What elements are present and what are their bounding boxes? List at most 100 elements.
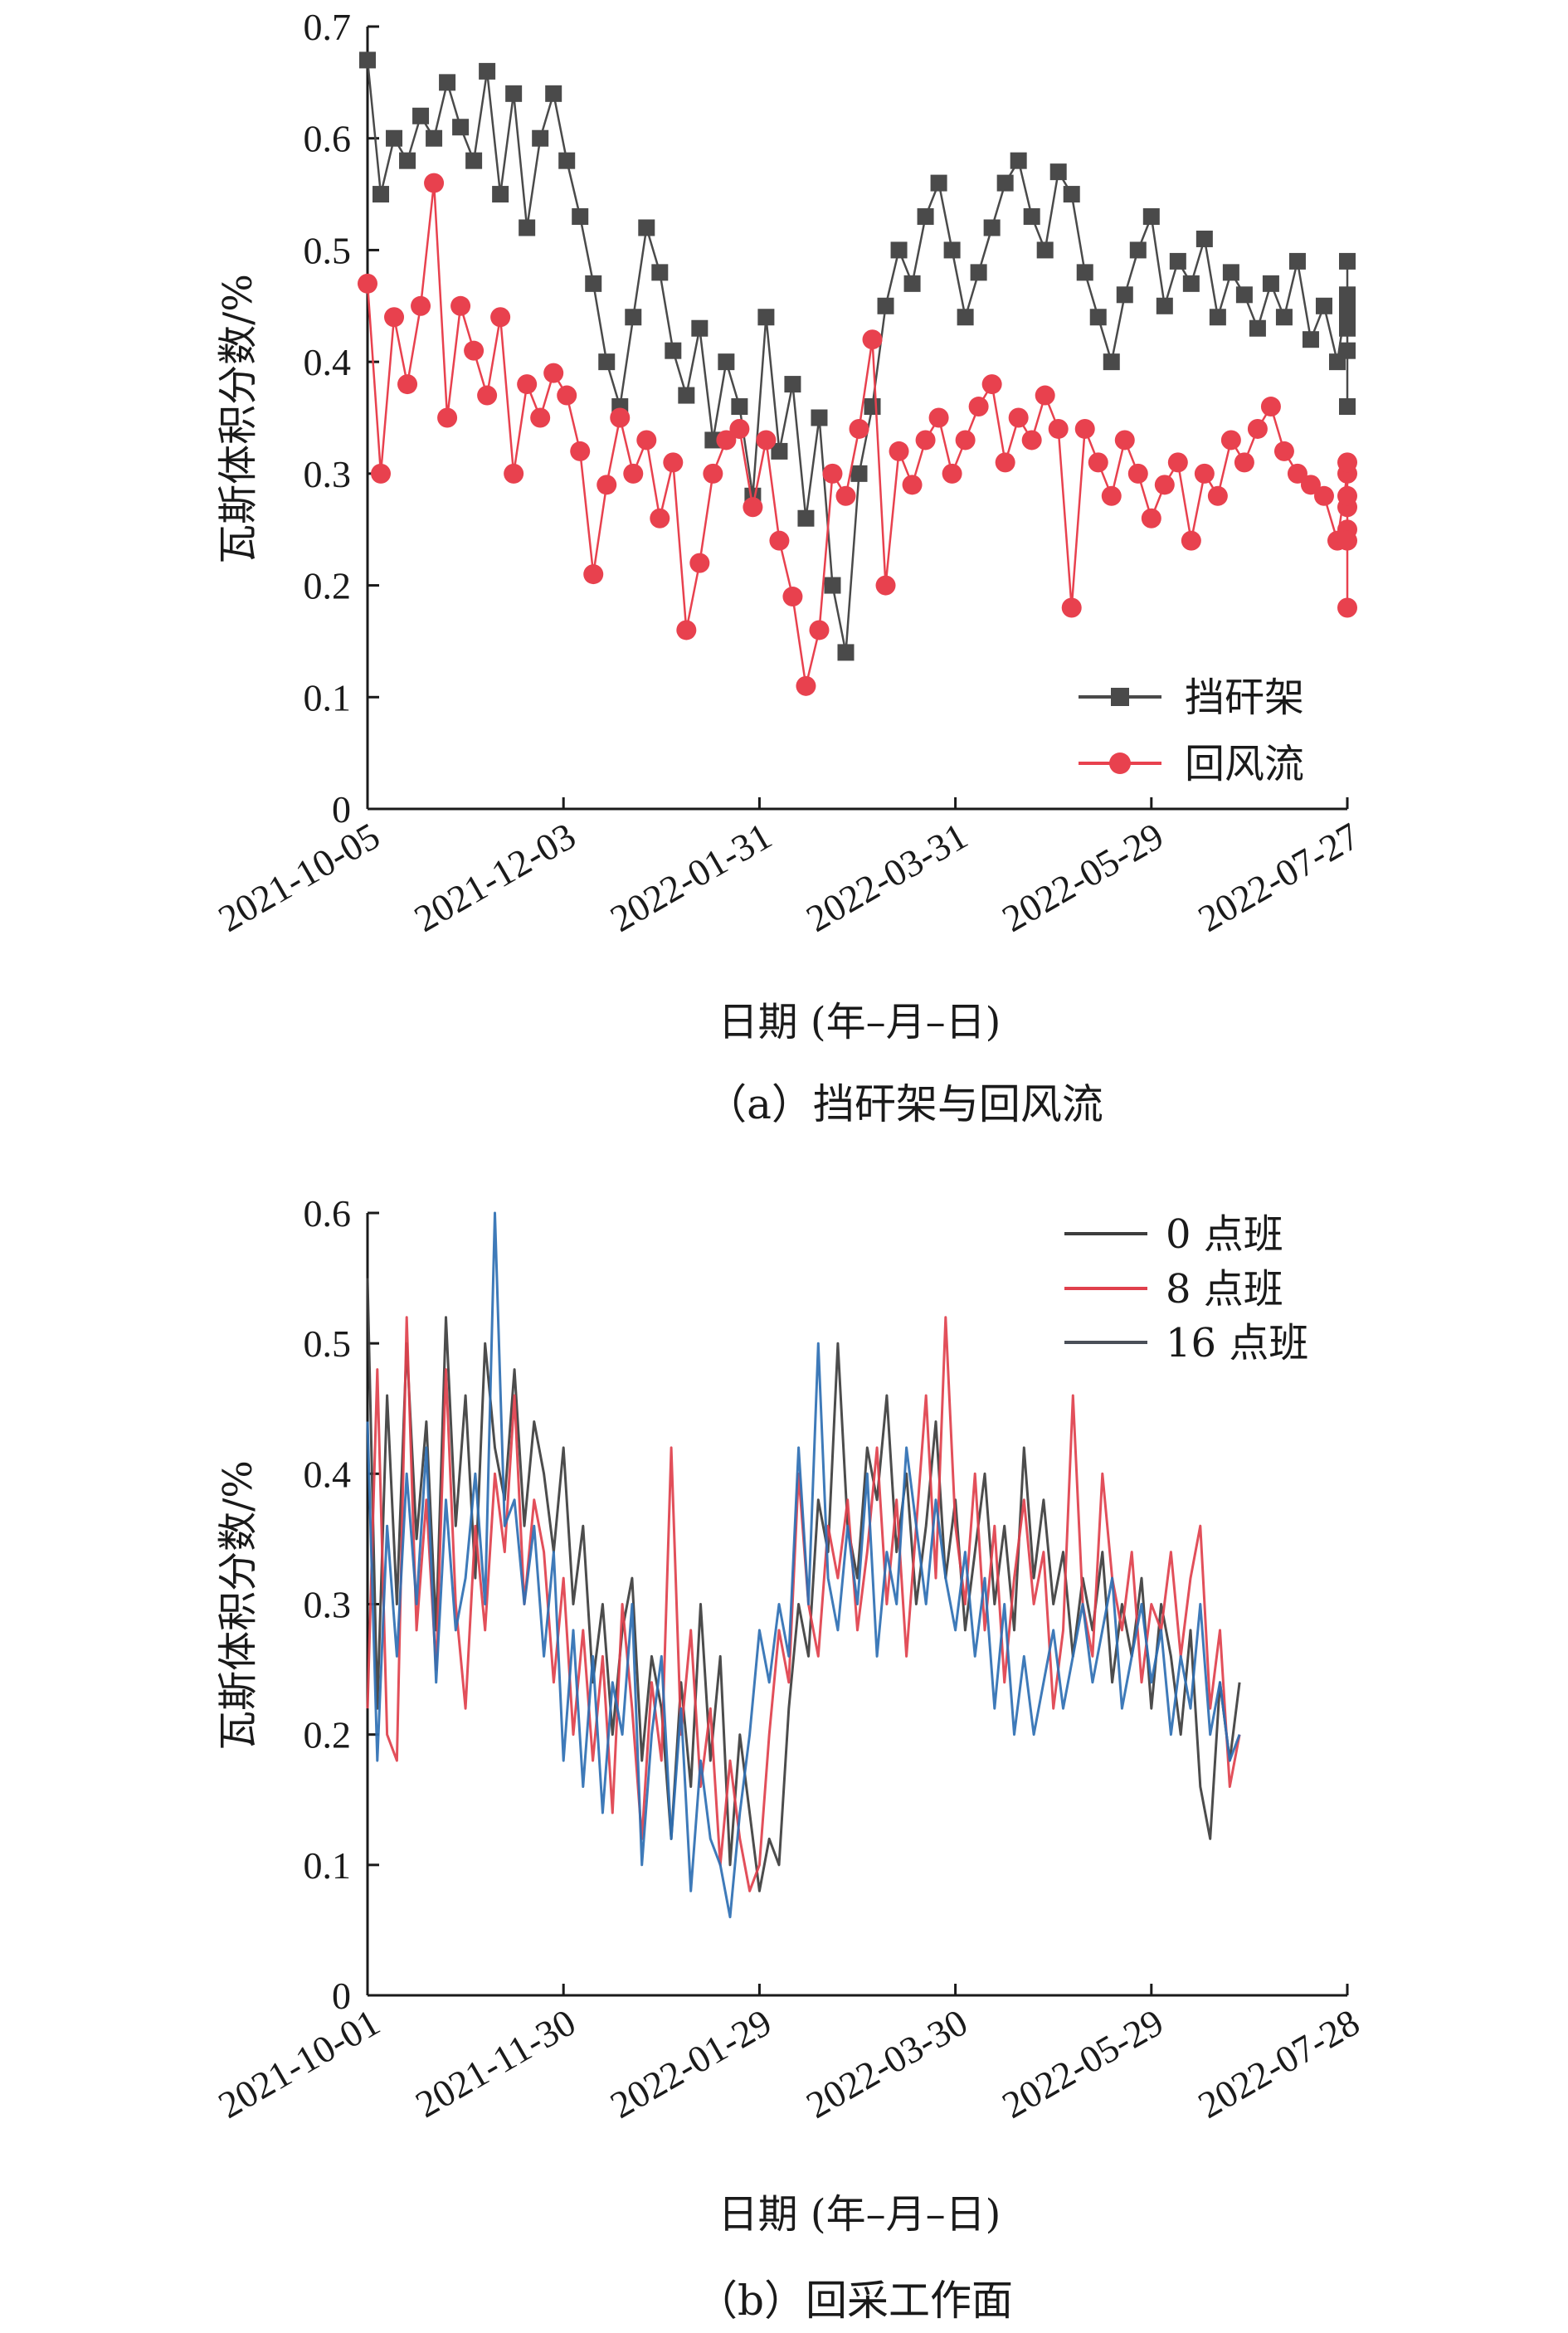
data-point-circle [411, 295, 431, 316]
data-point-square [957, 309, 974, 326]
data-point-circle [437, 407, 458, 428]
y-tick-label: 0.1 [304, 676, 352, 718]
data-point-square [492, 186, 509, 203]
data-point-circle [1337, 485, 1357, 506]
data-point-circle [756, 430, 777, 451]
data-point-square [1063, 186, 1080, 203]
data-point-square [1339, 342, 1356, 359]
data-point-circle [703, 463, 723, 484]
y-tick-label: 0.4 [304, 341, 352, 383]
y-tick-label: 0 [332, 788, 351, 830]
y-tick-label: 0.4 [304, 1453, 352, 1495]
data-point-circle [902, 475, 923, 495]
data-point-square [1209, 309, 1226, 326]
data-point-square [983, 219, 1001, 236]
data-point-square [1315, 297, 1332, 314]
data-point-square [412, 107, 430, 124]
data-point-square [479, 62, 496, 80]
data-point-circle [743, 497, 763, 518]
data-point-circle [1287, 463, 1307, 484]
data-point-square [1156, 297, 1173, 314]
y-tick-label: 0.3 [304, 453, 352, 495]
legend-entry-16-shift: 16 点班 [1064, 1320, 1308, 1366]
data-point-circle [1101, 485, 1122, 506]
data-point-square [439, 74, 456, 91]
data-point-circle [995, 452, 1015, 473]
x-tick-label: 2021-10-01 [212, 2000, 387, 2126]
y-tick-label: 0.1 [304, 1844, 352, 1887]
y-tick-label: 0.6 [304, 118, 352, 160]
data-point-circle [689, 553, 710, 573]
legend-marker-huifengliu [1109, 753, 1131, 774]
data-point-square [1076, 264, 1093, 281]
data-point-square [373, 186, 390, 203]
data-point-circle [716, 430, 737, 451]
data-point-circle [1035, 385, 1055, 406]
legend-entry-huifengliu: 回风流 [1079, 741, 1304, 787]
data-point-square [890, 241, 908, 259]
data-point-square [877, 297, 894, 314]
data-point-square [1142, 208, 1160, 226]
data-point-circle [530, 407, 551, 428]
data-point-circle [862, 329, 883, 350]
data-point-circle [504, 463, 524, 484]
data-point-circle [875, 575, 896, 596]
data-point-circle [623, 463, 644, 484]
data-point-square [1288, 252, 1306, 270]
data-point-square [1116, 286, 1133, 304]
data-point-circle [371, 463, 392, 484]
legend-marker-dangganjia [1111, 688, 1129, 706]
data-point-circle [1127, 463, 1148, 484]
data-point-square [757, 309, 775, 326]
legend-entry-dangganjia: 挡矸架 [1079, 675, 1304, 721]
chart-a-caption: （a）挡矸架与回风流 [705, 1080, 1103, 1128]
data-point-square [399, 152, 416, 169]
chart-a: 0 0.1 0.2 0.3 0.4 0.5 0.6 0.7 2021-10-05 2021-12… [212, 6, 1366, 1128]
data-point-square [386, 129, 403, 147]
data-point-square [1023, 208, 1040, 226]
data-point-square [678, 387, 695, 404]
data-point-circle [358, 273, 377, 294]
data-point-circle [610, 407, 631, 428]
data-point-circle [1337, 530, 1357, 551]
data-point-square [585, 275, 602, 292]
data-point-circle [968, 397, 989, 417]
data-point-square [1010, 152, 1027, 169]
data-point-square [625, 309, 642, 326]
data-point-square [797, 509, 815, 527]
data-point-circle [849, 418, 869, 439]
x-tick-label: 2021-10-05 [212, 814, 387, 939]
data-point-square [943, 241, 961, 259]
x-tick-label: 2022-03-30 [799, 2000, 974, 2126]
data-point-square [1249, 319, 1266, 337]
data-point-square [691, 319, 709, 337]
data-point-square [930, 174, 947, 192]
data-point-square [1302, 331, 1319, 348]
data-point-circle [597, 475, 617, 495]
data-point-square [771, 442, 788, 460]
data-point-square [996, 174, 1014, 192]
data-point-circle [397, 374, 418, 395]
data-point-circle [1154, 475, 1175, 495]
data-point-square [519, 219, 536, 236]
data-point-circle [1141, 508, 1161, 528]
chart-b-series [366, 1211, 1241, 1919]
data-point-circle [1313, 485, 1334, 506]
data-point-square [718, 353, 735, 371]
data-point-square [558, 152, 576, 169]
x-tick-label: 2022-01-29 [603, 2000, 778, 2126]
data-point-square [1339, 398, 1356, 416]
data-point-circle [1337, 597, 1357, 618]
data-point-circle [1021, 430, 1042, 451]
data-point-circle [477, 385, 498, 406]
data-point-square [1089, 309, 1107, 326]
data-point-square [1275, 309, 1293, 326]
data-point-circle [1048, 418, 1069, 439]
data-point-circle [636, 430, 657, 451]
data-point-circle [955, 430, 976, 451]
data-point-square [545, 85, 562, 102]
data-point-circle [650, 508, 670, 528]
data-point-square [1195, 230, 1213, 247]
data-point-circle [1247, 418, 1268, 439]
